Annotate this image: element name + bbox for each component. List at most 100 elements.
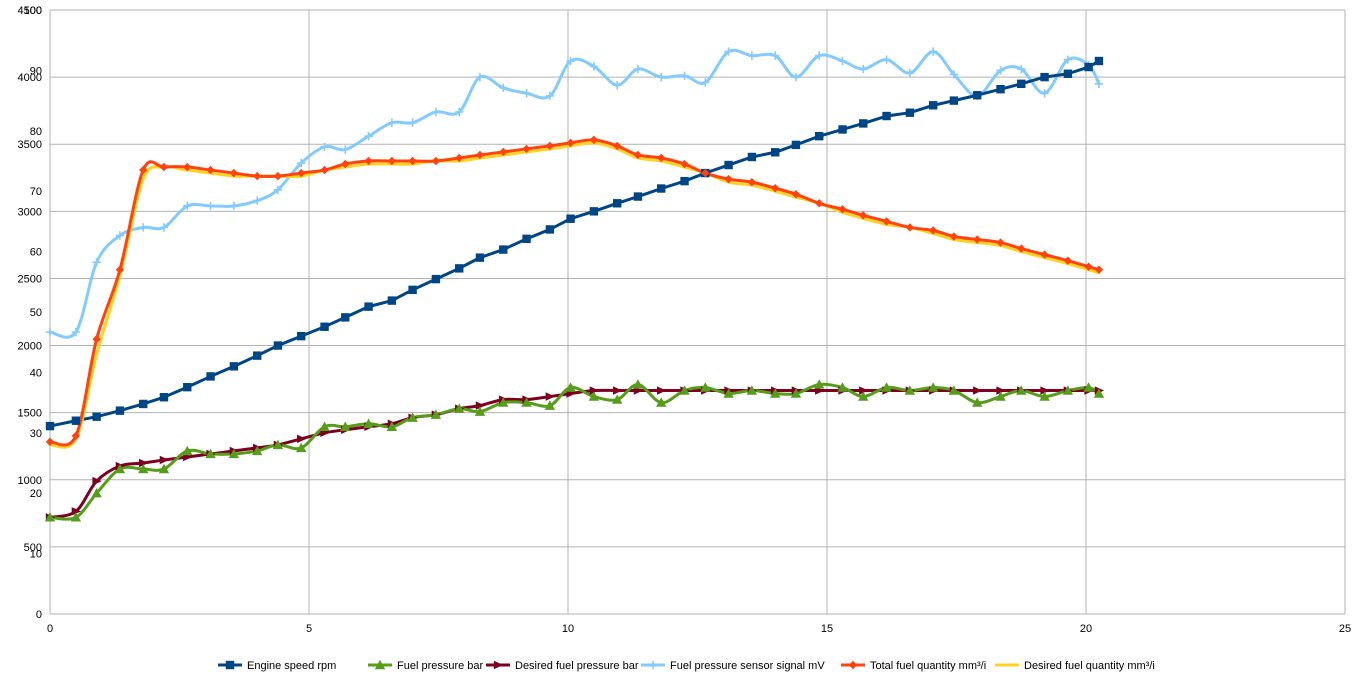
point-fuel-pressure-sensor-signal-mv xyxy=(1040,89,1049,98)
point-engine-speed-rpm xyxy=(45,421,55,431)
point-engine-speed-rpm xyxy=(273,341,283,350)
point-engine-speed-rpm xyxy=(996,84,1005,94)
point-fuel-pressure-sensor-signal-mv xyxy=(92,258,101,267)
point-fuel-pressure-bar xyxy=(881,382,892,392)
point-engine-speed-rpm xyxy=(522,234,531,244)
y-tick-label-rpm: 3500 xyxy=(18,139,42,151)
point-total-fuel-quantity-mm-i xyxy=(206,165,215,175)
point-total-fuel-quantity-mm-i xyxy=(408,156,417,166)
y-tick-label-small: 50 xyxy=(30,307,42,319)
point-engine-speed-rpm xyxy=(115,406,125,415)
point-fuel-pressure-bar xyxy=(91,488,102,498)
point-fuel-pressure-sensor-signal-mv xyxy=(71,327,81,337)
point-fuel-pressure-bar xyxy=(454,403,465,413)
point-fuel-pressure-sensor-signal-mv xyxy=(791,72,801,82)
y-tick-label-rpm: 4500 xyxy=(18,5,42,17)
point-total-fuel-quantity-mm-i xyxy=(838,205,847,214)
point-fuel-pressure-bar xyxy=(995,391,1006,401)
point-fuel-pressure-bar xyxy=(588,391,600,401)
point-fuel-pressure-bar xyxy=(746,385,758,395)
point-total-fuel-quantity-mm-i xyxy=(475,150,485,160)
point-engine-speed-rpm xyxy=(475,253,485,262)
point-engine-speed-rpm xyxy=(657,184,666,193)
point-engine-speed-rpm xyxy=(320,322,329,331)
point-total-fuel-quantity-mm-i xyxy=(522,144,531,154)
point-engine-speed-rpm xyxy=(724,160,733,170)
legend-marker xyxy=(648,660,658,670)
legend-marker xyxy=(493,660,504,670)
point-fuel-pressure-bar xyxy=(158,463,170,474)
point-fuel-pressure-bar xyxy=(252,445,263,456)
point-fuel-pressure-sensor-signal-mv xyxy=(815,51,824,60)
point-fuel-pressure-bar xyxy=(612,394,623,404)
legend: Engine speed rpm Fuel pressure bar Desired… xyxy=(218,659,1155,672)
series-line-desired-fuel-quantity-mm-i xyxy=(48,141,1101,449)
point-engine-speed-rpm xyxy=(838,125,847,134)
x-tick-label: 0 xyxy=(47,623,53,635)
x-tick-label: 10 xyxy=(562,623,574,635)
point-fuel-pressure-bar xyxy=(927,382,939,392)
point-fuel-pressure-bar xyxy=(948,385,960,395)
point-total-fuel-quantity-mm-i xyxy=(455,153,464,163)
point-fuel-pressure-bar xyxy=(363,418,374,428)
point-engine-speed-rpm xyxy=(566,214,575,223)
point-total-fuel-quantity-mm-i xyxy=(724,174,733,184)
point-fuel-pressure-sensor-signal-mv xyxy=(657,72,666,82)
point-fuel-pressure-sensor-signal-mv xyxy=(253,196,262,205)
point-total-fuel-quantity-mm-i xyxy=(1063,256,1073,265)
point-desired-fuel-pressure-bar xyxy=(589,386,600,395)
point-total-fuel-quantity-mm-i xyxy=(566,138,575,148)
point-total-fuel-quantity-mm-i xyxy=(973,235,982,244)
y-tick-label-small: 20 xyxy=(30,488,42,500)
point-total-fuel-quantity-mm-i xyxy=(499,147,508,157)
point-engine-speed-rpm xyxy=(949,96,959,105)
y-tick-label-small: 60 xyxy=(30,247,42,259)
point-fuel-pressure-bar xyxy=(1062,385,1074,395)
point-fuel-pressure-bar xyxy=(138,463,149,474)
point-total-fuel-quantity-mm-i xyxy=(701,168,710,178)
point-engine-speed-rpm xyxy=(92,412,101,421)
point-fuel-pressure-bar xyxy=(858,391,869,401)
y-tick-label-rpm: 500 xyxy=(24,542,42,554)
point-fuel-pressure-sensor-signal-mv xyxy=(882,55,891,64)
point-fuel-pressure-bar xyxy=(114,463,126,474)
point-total-fuel-quantity-mm-i xyxy=(545,141,555,151)
y-tick-label-small: 70 xyxy=(30,186,42,198)
point-total-fuel-quantity-mm-i xyxy=(253,171,262,181)
legend-marker xyxy=(848,660,858,670)
point-engine-speed-rpm xyxy=(297,331,306,341)
y-tick-label-small: 90 xyxy=(30,65,42,77)
point-total-fuel-quantity-mm-i xyxy=(431,156,441,166)
point-engine-speed-rpm xyxy=(882,111,891,121)
point-engine-speed-rpm xyxy=(183,382,192,392)
point-total-fuel-quantity-mm-i xyxy=(320,165,329,175)
point-fuel-pressure-sensor-signal-mv xyxy=(45,327,55,337)
point-total-fuel-quantity-mm-i xyxy=(297,168,306,178)
point-fuel-pressure-sensor-signal-mv xyxy=(724,47,733,56)
point-total-fuel-quantity-mm-i xyxy=(613,141,622,151)
point-fuel-pressure-sensor-signal-mv xyxy=(229,201,239,211)
point-engine-speed-rpm xyxy=(229,362,239,371)
axis-tick-labels: 0500100015002000250030003500400045001020… xyxy=(18,5,1352,635)
x-tick-label: 5 xyxy=(306,623,312,635)
x-tick-label: 15 xyxy=(821,623,833,635)
point-fuel-pressure-bar xyxy=(1083,382,1094,392)
y-tick-label-rpm: 2500 xyxy=(18,273,42,285)
point-desired-fuel-pressure-bar xyxy=(159,455,170,465)
point-fuel-pressure-bar xyxy=(723,388,734,398)
point-total-fuel-quantity-mm-i xyxy=(341,159,350,169)
point-desired-fuel-pressure-bar xyxy=(475,401,486,410)
point-fuel-pressure-sensor-signal-mv xyxy=(905,68,915,78)
point-fuel-pressure-bar xyxy=(1039,391,1050,401)
point-fuel-pressure-bar xyxy=(44,512,56,522)
point-total-fuel-quantity-mm-i xyxy=(92,334,101,344)
point-fuel-pressure-sensor-signal-mv xyxy=(431,107,441,117)
point-engine-speed-rpm xyxy=(341,313,350,322)
point-total-fuel-quantity-mm-i xyxy=(791,190,801,199)
point-fuel-pressure-sensor-signal-mv xyxy=(341,145,350,154)
point-total-fuel-quantity-mm-i xyxy=(589,135,599,145)
point-fuel-pressure-sensor-signal-mv xyxy=(297,158,306,168)
point-fuel-pressure-bar xyxy=(904,385,916,395)
point-total-fuel-quantity-mm-i xyxy=(657,153,666,163)
point-total-fuel-quantity-mm-i xyxy=(1040,250,1049,259)
